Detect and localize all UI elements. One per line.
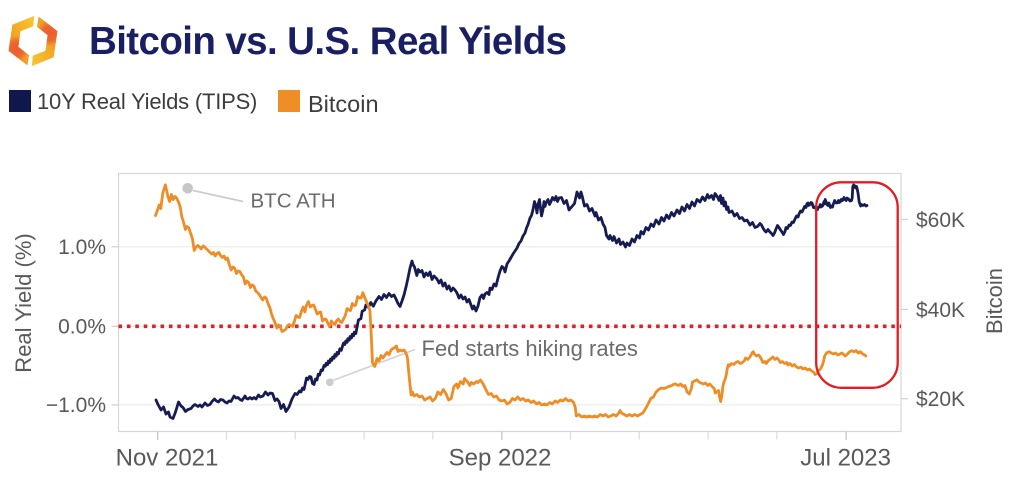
svg-text:$60K: $60K	[916, 209, 965, 232]
svg-text:Real Yield (%): Real Yield (%)	[11, 233, 36, 372]
svg-text:BTC ATH: BTC ATH	[251, 190, 336, 213]
svg-text:Jul 2023: Jul 2023	[800, 445, 891, 472]
svg-text:$40K: $40K	[916, 299, 965, 322]
svg-text:1.0%: 1.0%	[58, 236, 106, 259]
svg-text:Nov 2021: Nov 2021	[116, 445, 219, 472]
svg-text:0.0%: 0.0%	[58, 316, 106, 339]
svg-text:$20K: $20K	[916, 388, 965, 411]
svg-text:Fed starts hiking rates: Fed starts hiking rates	[422, 336, 638, 361]
svg-text:Bitcoin: Bitcoin	[982, 268, 1007, 334]
svg-text:−1.0%: −1.0%	[46, 394, 106, 417]
svg-text:Sep 2022: Sep 2022	[449, 445, 552, 472]
